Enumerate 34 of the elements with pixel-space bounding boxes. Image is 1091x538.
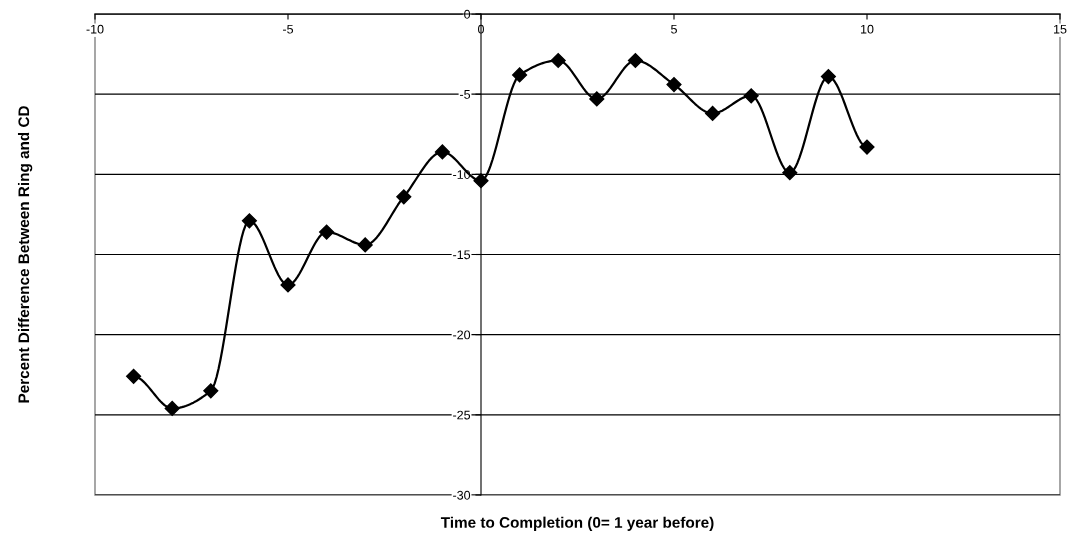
point bbox=[396, 189, 412, 205]
x-tick-label: -10 bbox=[86, 24, 104, 34]
y-tick-label: -10 bbox=[453, 170, 471, 179]
point bbox=[203, 383, 219, 399]
point bbox=[550, 52, 566, 69]
x-tick-label: 5 bbox=[671, 24, 677, 34]
x-tick-label: 10 bbox=[861, 24, 874, 34]
point bbox=[820, 68, 836, 85]
point bbox=[743, 88, 759, 104]
point bbox=[666, 76, 682, 93]
y-tick-label: -30 bbox=[453, 490, 471, 500]
point bbox=[241, 213, 257, 229]
x-tick-label: -5 bbox=[283, 24, 294, 34]
y-axis-title: Percent Difference Between Ring and CD bbox=[17, 106, 33, 403]
y-tick-label: -20 bbox=[453, 330, 471, 340]
point bbox=[280, 277, 296, 293]
point bbox=[473, 173, 489, 189]
point bbox=[164, 400, 180, 416]
point bbox=[357, 237, 373, 253]
point bbox=[512, 67, 528, 83]
point bbox=[627, 52, 643, 69]
point bbox=[319, 224, 335, 240]
point bbox=[859, 139, 875, 155]
point bbox=[589, 91, 605, 107]
point bbox=[705, 105, 721, 121]
x-tick-label: 15 bbox=[1054, 24, 1067, 34]
point bbox=[126, 368, 142, 384]
y-tick-label: -15 bbox=[453, 250, 471, 260]
point bbox=[434, 144, 450, 160]
point bbox=[782, 165, 798, 181]
x-axis-title: Time to Completion (0= 1 year before) bbox=[440, 516, 714, 531]
y-tick-label: 0 bbox=[464, 9, 471, 19]
y-tick-label: -5 bbox=[460, 90, 471, 99]
y-tick-label: -25 bbox=[453, 410, 471, 420]
